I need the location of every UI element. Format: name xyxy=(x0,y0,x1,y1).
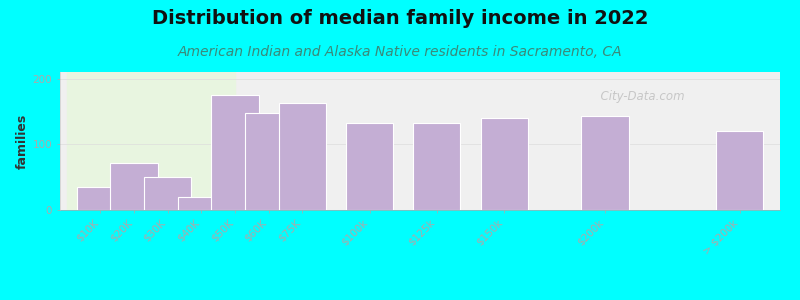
Bar xyxy=(245,113,292,210)
Bar xyxy=(178,197,225,210)
Text: City-Data.com: City-Data.com xyxy=(593,90,685,103)
Bar xyxy=(77,187,124,210)
Bar xyxy=(278,103,326,210)
Bar xyxy=(144,177,191,210)
Bar xyxy=(346,123,393,210)
Text: American Indian and Alaska Native residents in Sacramento, CA: American Indian and Alaska Native reside… xyxy=(178,45,622,59)
Y-axis label: families: families xyxy=(15,113,29,169)
Text: Distribution of median family income in 2022: Distribution of median family income in … xyxy=(152,9,648,28)
Bar xyxy=(110,163,158,210)
Bar xyxy=(66,69,235,210)
Bar xyxy=(211,95,258,210)
Bar xyxy=(716,131,763,210)
Bar xyxy=(481,118,528,210)
Bar xyxy=(582,116,629,210)
Bar xyxy=(414,123,460,210)
